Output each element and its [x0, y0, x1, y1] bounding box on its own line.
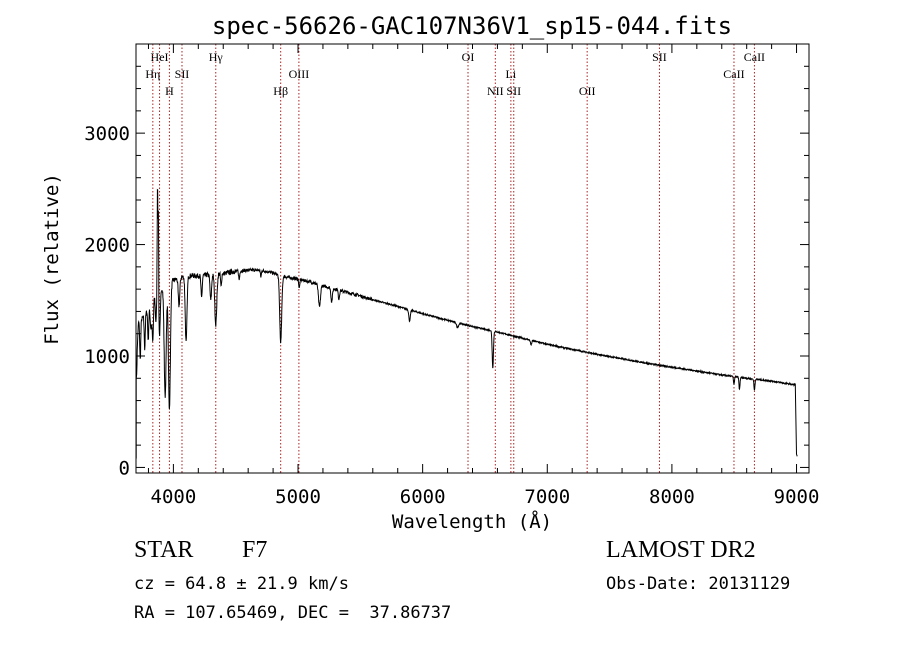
x-tick-label: 9000 — [774, 486, 820, 508]
y-tick-label: 1000 — [84, 346, 130, 368]
line-marker-label: OIII — [289, 67, 310, 81]
y-tick-label: 2000 — [84, 235, 130, 257]
redshift-velocity: cz = 64.8 ± 21.9 km/s — [134, 574, 349, 594]
x-tick-label: 6000 — [400, 486, 446, 508]
y-tick-label: 0 — [119, 457, 130, 479]
line-marker-label: Li — [506, 67, 517, 81]
line-marker-label: Hγ — [209, 50, 224, 64]
x-tick-label: 4000 — [151, 486, 197, 508]
line-marker-label: CaII — [744, 50, 765, 64]
line-marker-label: OI — [462, 50, 475, 64]
line-marker-label: Hβ — [273, 84, 288, 98]
line-marker-label: CaII — [723, 67, 744, 81]
line-marker-label: SII — [175, 67, 190, 81]
plot-frame — [135, 43, 810, 474]
spectrum-line — [135, 188, 798, 459]
line-marker-label: HeI — [151, 50, 169, 64]
y-axis-ticks: 0 1000 2000 3000 — [84, 43, 809, 479]
y-axis-label: Flux (relative) — [41, 173, 63, 345]
x-tick-label: 7000 — [524, 486, 570, 508]
line-marker-label: SII — [652, 50, 667, 64]
line-marker-label: SII — [506, 84, 521, 98]
chart-title: spec-56626-GAC107N36V1_sp15-044.fits — [212, 12, 732, 40]
line-marker-label: NII — [487, 84, 504, 98]
x-axis-label: Wavelength (Å) — [392, 510, 552, 533]
line-marker-label: OII — [579, 84, 596, 98]
spectrum-chart: spec-56626-GAC107N36V1_sp15-044.fits HeI… — [41, 12, 820, 533]
line-marker-label: H — [165, 84, 174, 98]
x-axis-ticks: 4000 5000 6000 7000 8000 9000 — [147, 44, 820, 508]
survey-name: LAMOST DR2 — [606, 537, 756, 563]
x-tick-label: 5000 — [275, 486, 321, 508]
x-tick-label: 8000 — [649, 486, 695, 508]
line-marker-label: Hη — [145, 67, 160, 81]
object-class: STAR — [134, 537, 194, 563]
ra-dec-coordinates: RA = 107.65469, DEC = 37.86737 — [134, 603, 452, 623]
y-tick-label: 3000 — [84, 123, 130, 145]
object-subclass: F7 — [242, 537, 268, 563]
observation-date: Obs-Date: 20131129 — [606, 574, 791, 594]
